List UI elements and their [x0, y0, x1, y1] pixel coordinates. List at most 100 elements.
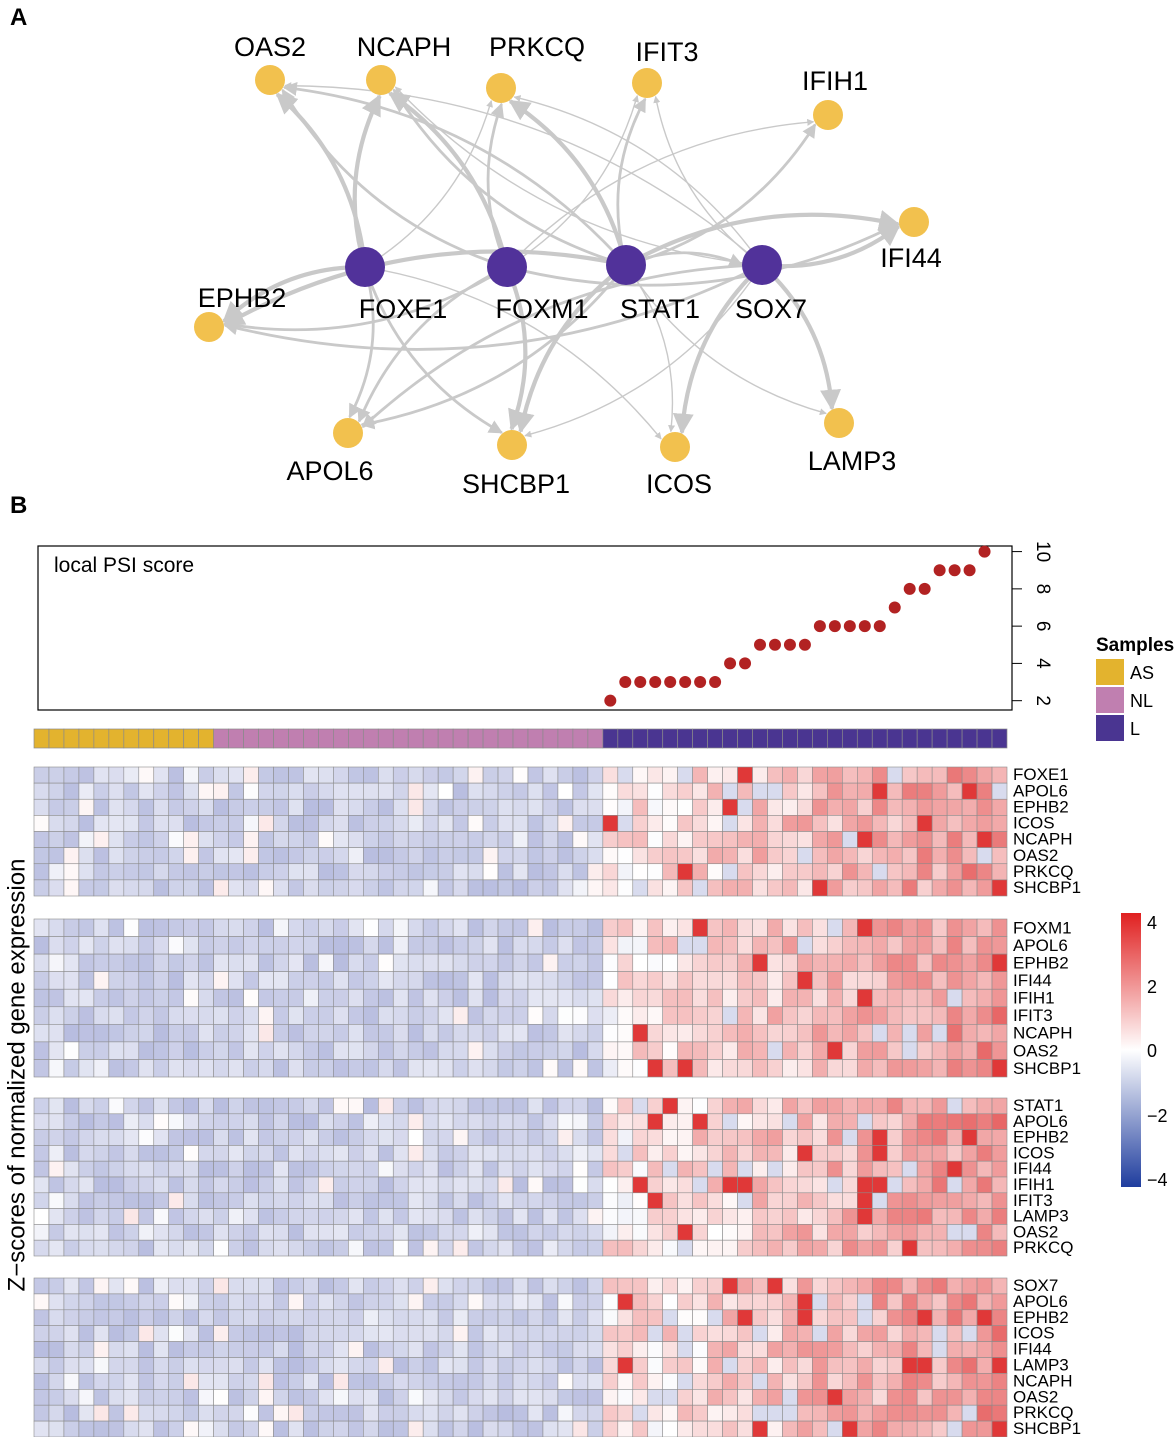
heatmap-cell — [198, 798, 214, 816]
sample-annotation-cell — [213, 728, 229, 749]
heatmap-cell — [916, 1277, 933, 1295]
heatmap-cell — [497, 1041, 514, 1060]
heatmap-cell — [916, 1097, 933, 1115]
heatmap-cell — [842, 1113, 858, 1130]
heatmap-cell — [632, 1145, 649, 1162]
heatmap-cell — [961, 918, 978, 937]
heatmap-cell — [168, 1277, 184, 1295]
heatmap-cell — [767, 1224, 783, 1241]
heatmap-cell — [273, 1341, 289, 1358]
heatmap-cell — [901, 1129, 918, 1146]
heatmap-cell — [348, 1239, 364, 1257]
heatmap-cell — [288, 1097, 304, 1115]
heatmap-cell — [93, 863, 110, 881]
heatmap-cell — [243, 1059, 259, 1078]
heatmap-cell — [827, 1420, 843, 1437]
heatmap-cell — [512, 1208, 529, 1225]
heatmap-cell — [871, 863, 888, 881]
heatmap-cell — [602, 1192, 619, 1209]
heatmap-cell — [243, 1145, 259, 1162]
heatmap-cell — [722, 1024, 738, 1043]
heatmap-cell — [422, 936, 439, 955]
heatmap-cell — [931, 1024, 948, 1043]
heatmap-cell — [617, 918, 634, 937]
heatmap-cell — [348, 1373, 364, 1390]
heatmap-cell — [901, 1373, 918, 1390]
heatmap-cell — [722, 1293, 738, 1311]
heatmap-cell — [348, 1420, 364, 1437]
heatmap-cell — [812, 1293, 828, 1311]
heatmap-cell — [392, 918, 409, 937]
heatmap-cell — [138, 1006, 155, 1025]
heatmap-cell — [63, 1389, 80, 1406]
heatmap-cell — [303, 1404, 319, 1422]
heatmap-cell — [752, 1113, 768, 1130]
heatmap-cell — [557, 1309, 574, 1327]
heatmap-cell — [677, 1006, 693, 1025]
heatmap-cell — [572, 1192, 589, 1209]
sample-annotation-cell — [407, 728, 424, 749]
heatmap-cell — [422, 1059, 439, 1078]
heatmap-cell — [527, 918, 544, 937]
heatmap-cell — [961, 1277, 978, 1295]
heatmap-cell — [707, 815, 723, 832]
heatmap-cell — [931, 1325, 948, 1342]
heatmap-cell — [602, 1097, 619, 1115]
heatmap-cell — [737, 1389, 753, 1406]
heatmap-cell — [213, 953, 229, 972]
network-edge — [513, 95, 763, 266]
sample-annotation-cell — [752, 728, 768, 749]
heatmap-cell — [752, 766, 768, 784]
heatmap-cell — [931, 1277, 948, 1295]
heatmap-cell — [48, 798, 65, 816]
psi-point — [903, 582, 916, 595]
heatmap-cell — [542, 1113, 559, 1130]
network-edge — [361, 263, 763, 429]
heatmap-cell — [767, 1341, 783, 1358]
heatmap-cell — [916, 1357, 933, 1374]
heatmap-cell — [48, 988, 65, 1008]
heatmap-cell — [677, 782, 693, 800]
heatmap-cell — [437, 1341, 454, 1358]
heatmap-cell — [602, 1224, 619, 1241]
heatmap-cell — [886, 1208, 903, 1225]
heatmap-cell — [707, 1404, 723, 1422]
heatmap-cell — [392, 1041, 409, 1060]
heatmap-cell — [632, 1129, 649, 1146]
heatmap-cell — [752, 1404, 768, 1422]
heatmap-cell — [63, 1113, 80, 1130]
heatmap-cell — [213, 1239, 229, 1257]
heatmap-cell — [842, 879, 858, 897]
network-edge — [506, 222, 900, 287]
heatmap-cell — [886, 1059, 903, 1078]
heatmap-cell — [857, 879, 873, 897]
heatmap-cell — [662, 1006, 678, 1025]
network-edge — [505, 266, 528, 431]
heatmap-cell — [63, 1160, 80, 1178]
heatmap-cell — [617, 971, 634, 990]
heatmap-cell — [407, 766, 424, 784]
sample-annotation-bar — [33, 728, 1008, 749]
heatmap-cell — [602, 1024, 619, 1043]
heatmap-cell — [78, 1145, 95, 1162]
heatmap-cell — [512, 1113, 529, 1130]
heatmap-cell — [198, 766, 214, 784]
heatmap-cell — [961, 1325, 978, 1342]
heatmap-cell — [48, 1341, 65, 1358]
heatmap-cell — [827, 847, 843, 865]
heatmap-cell — [542, 815, 559, 832]
heatmap-cell — [273, 798, 289, 816]
heatmap-cell — [512, 1224, 529, 1241]
heatmap-cell — [93, 1277, 110, 1295]
sample-annotation-cell — [318, 728, 334, 749]
heatmap-cell — [303, 1024, 319, 1043]
sample-annotation-cell — [377, 728, 394, 749]
sample-annotation-cell — [931, 728, 948, 749]
heatmap-cell — [587, 1097, 604, 1115]
heatmap-cell — [737, 1309, 753, 1327]
heatmap-cell — [842, 1325, 858, 1342]
heatmap-cell — [827, 1293, 843, 1311]
heatmap-cell — [692, 815, 708, 832]
heatmap-cell — [677, 1097, 693, 1115]
heatmap-cell — [377, 1059, 394, 1078]
